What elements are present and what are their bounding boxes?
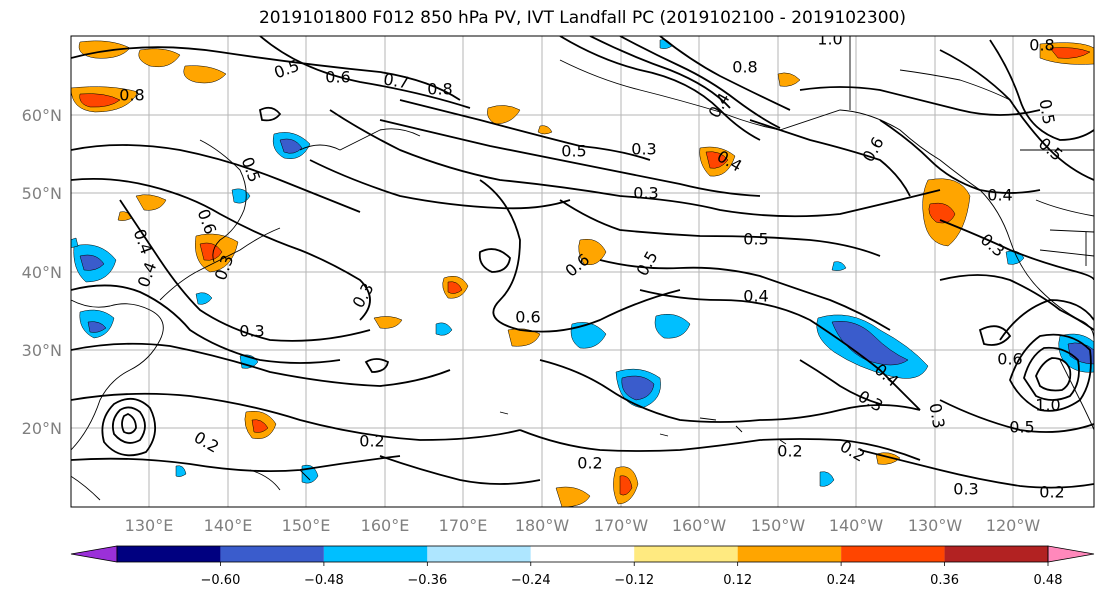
- colorbar-tick-label: 0.12: [723, 573, 752, 588]
- contour-label: 0.5: [561, 142, 586, 161]
- contour-label: 0.6: [325, 68, 350, 87]
- longitude-label: 150°W: [751, 516, 806, 535]
- colorbar-frame: [116, 545, 1049, 563]
- contour-label: 1.0: [1035, 396, 1060, 415]
- contour-label: 0.8: [1029, 36, 1054, 55]
- contour-label: 0.3: [953, 480, 978, 499]
- contour-label: 0.6: [997, 350, 1022, 369]
- colorbar-segment: [427, 546, 531, 562]
- contour-label: 0.5: [743, 230, 768, 249]
- latitude-label: 30°N: [22, 341, 62, 360]
- negative-pv-patches: [71, 39, 1094, 487]
- contour-label: 0.4: [743, 287, 768, 306]
- longitude-labels: 130°E 140°E 150°E 160°E 170°E 180°W 170°W 160°W…: [125, 516, 1041, 535]
- latitude-label: 40°N: [22, 263, 62, 282]
- latitude-labels: 20°N 30°N 40°N 50°N 60°N: [22, 106, 62, 438]
- colorbar-segment: [220, 546, 324, 562]
- coastlines: [71, 36, 1094, 501]
- contour-label: 0.8: [427, 80, 452, 99]
- longitude-label: 180°W: [515, 516, 570, 535]
- colorbar-tick-label: 0.24: [827, 573, 856, 588]
- longitude-label: 160°E: [361, 516, 410, 535]
- contour-label: 0.3: [633, 184, 658, 203]
- colorbar-tick-labels: −0.60 −0.48 −0.36 −0.24 −0.12 0.12 0.24 0.36 0.4…: [201, 562, 1063, 588]
- contour-label: 0.3: [239, 322, 264, 341]
- colorbar-segment: [634, 546, 738, 562]
- latitude-label: 60°N: [22, 106, 62, 125]
- contour-label: 0.7: [382, 69, 410, 92]
- latitude-label: 50°N: [22, 184, 62, 203]
- contour-label: 0.2: [777, 442, 802, 461]
- colorbar-segment: [737, 546, 842, 562]
- contour-label: 0.3: [631, 140, 656, 159]
- contour-label: 0.6: [515, 308, 540, 327]
- colorbar-tick-label: −0.60: [201, 573, 241, 588]
- colorbar-segment: [323, 546, 428, 562]
- colorbar-tick-label: 0.36: [930, 573, 959, 588]
- longitude-label: 170°E: [439, 516, 488, 535]
- contour-label: 0.2: [577, 454, 602, 473]
- latitude-label: 20°N: [22, 419, 62, 438]
- contour-label: 0.2: [1039, 483, 1064, 502]
- colorbar-segment: [944, 546, 1048, 562]
- contour-label: 0.4: [987, 186, 1012, 205]
- contour-label: 0.8: [732, 58, 757, 77]
- longitude-label: 120°W: [986, 516, 1041, 535]
- colorbar-extend-low: [70, 545, 118, 563]
- longitude-label: 140°E: [204, 516, 253, 535]
- colorbar-segment: [841, 546, 945, 562]
- longitude-label: 160°W: [672, 516, 727, 535]
- colorbar-extend-high: [1047, 545, 1095, 563]
- ivt-contours: [71, 36, 1094, 489]
- contour-label: 0.2: [359, 432, 384, 451]
- colorbar-tick-label: −0.24: [511, 573, 551, 588]
- map-content: 0.5 0.6 0.7 0.8 0.8 0.8 0.5 0.3 0.3 0.4 0.5 0.6 0.5 0…: [71, 30, 1094, 507]
- longitude-label: 130°E: [125, 516, 174, 535]
- contour-label: 0.5: [1035, 98, 1058, 126]
- colorbar-tick-label: −0.48: [304, 573, 344, 588]
- colorbar: [70, 545, 1095, 563]
- contour-label: 0.8: [119, 86, 144, 105]
- contour-label: 0.3: [925, 402, 948, 430]
- contour-label: 0.5: [1009, 418, 1034, 437]
- map-title: 2019101800 F012 850 hPa PV, IVT Landfall…: [258, 8, 906, 28]
- longitude-label: 140°W: [829, 516, 884, 535]
- colorbar-tick-label: −0.12: [614, 573, 654, 588]
- longitude-label: 130°W: [908, 516, 963, 535]
- graticule: [71, 36, 1094, 507]
- longitude-label: 150°E: [282, 516, 331, 535]
- map-frame: [70, 35, 1095, 508]
- colorbar-tick-label: 0.48: [1034, 573, 1063, 588]
- colorbar-tick-label: −0.36: [407, 573, 447, 588]
- colorbar-segment: [117, 546, 221, 562]
- contour-label: 1.0: [817, 30, 842, 49]
- longitude-label: 170°W: [594, 516, 649, 535]
- colorbar-segment: [530, 546, 635, 562]
